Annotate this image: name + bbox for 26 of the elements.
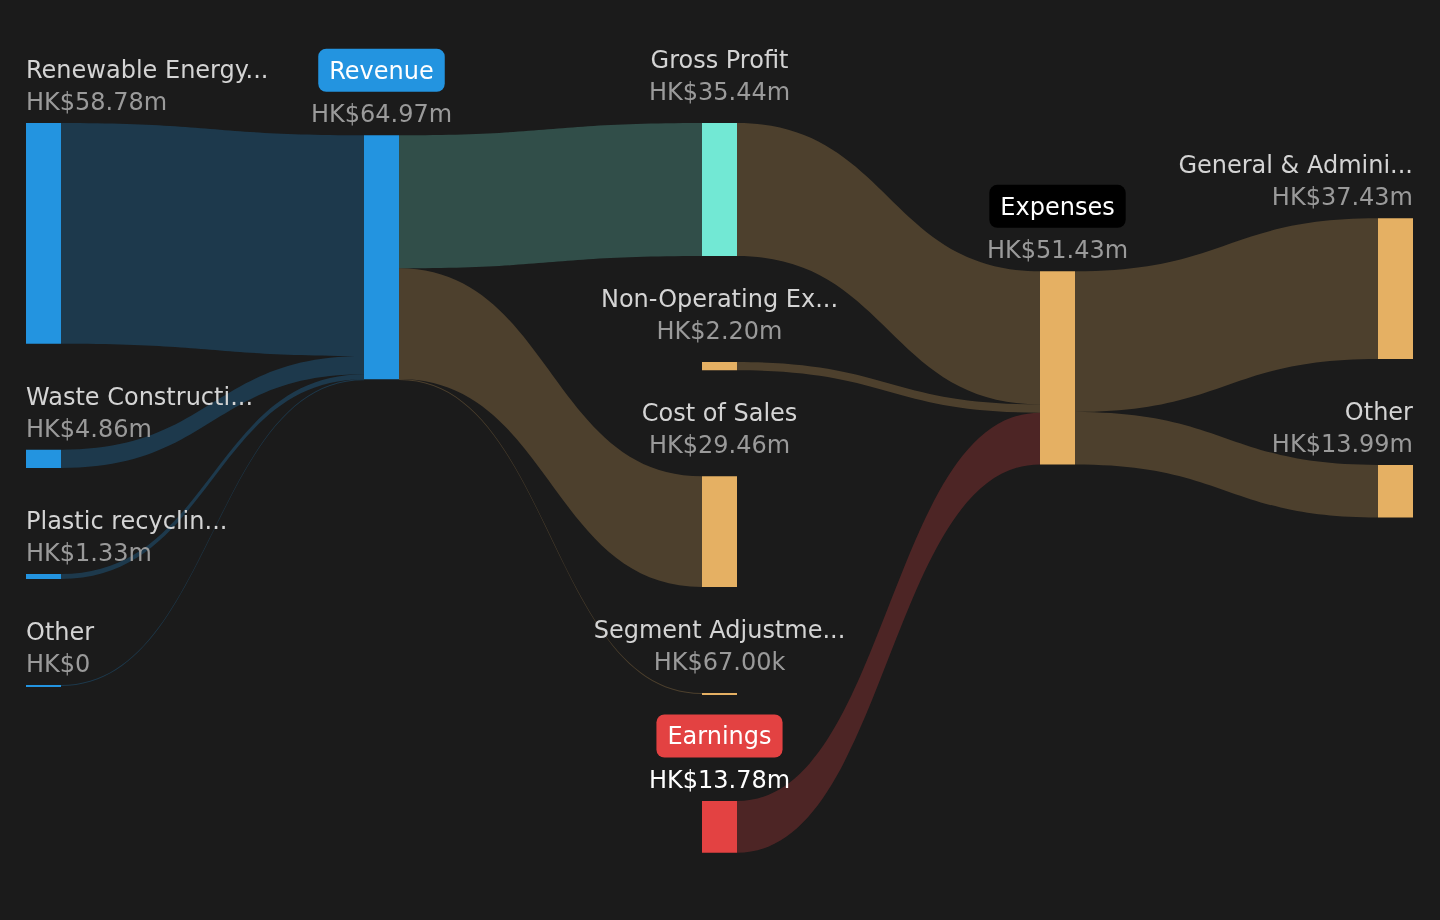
data-label: HK$58.78m: [26, 88, 168, 116]
data-label: HK$64.97m: [310, 100, 453, 129]
data-label: HK$35.44m: [648, 78, 791, 106]
data-label: HK$67.00k: [653, 648, 786, 676]
category-label: Expenses: [1000, 192, 1115, 221]
data-label: HK$2.20m: [656, 317, 783, 346]
data-label: HK$4.86m: [26, 414, 152, 443]
category-label: Renewable Energy...: [26, 56, 269, 84]
category-label: Revenue: [329, 56, 434, 85]
data-label: HK$37.43m: [1271, 183, 1413, 212]
category-label: Earnings: [667, 722, 772, 751]
category-label: Cost of Sales: [641, 399, 798, 428]
data-label: HK$0: [26, 650, 91, 678]
category-label: Gross Profit: [650, 46, 789, 74]
category-label: Segment Adjustme...: [593, 616, 846, 644]
category-label: Waste Constructi...: [26, 382, 254, 411]
data-label: HK$1.33m: [26, 539, 152, 567]
category-label: General & Admini...: [1178, 151, 1413, 180]
data-label: HK$13.78m: [648, 766, 791, 794]
data-label: HK$29.46m: [648, 431, 791, 460]
category-label: Other: [26, 618, 95, 646]
data-label: HK$13.99m: [1271, 429, 1413, 458]
category-label: Other: [1344, 397, 1414, 426]
data-label: HK$51.43m: [986, 236, 1129, 265]
category-label: Non-Operating Ex...: [600, 285, 839, 314]
category-label: Plastic recyclin...: [26, 507, 228, 535]
